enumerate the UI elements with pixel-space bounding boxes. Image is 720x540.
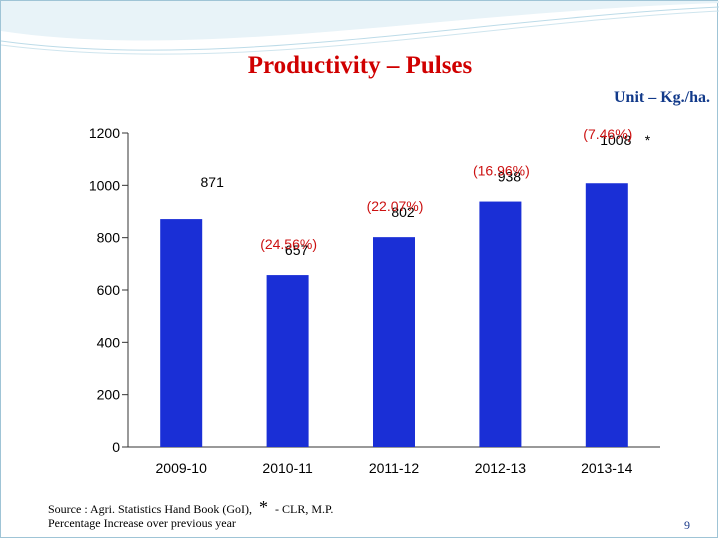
- percent-change-label: (22.07%): [367, 198, 424, 214]
- bar: [373, 237, 415, 447]
- percent-change-label: (24.56%): [260, 236, 317, 252]
- y-tick-label: 600: [97, 282, 121, 298]
- x-tick-label: 2009-10: [156, 460, 208, 476]
- data-label: 802: [391, 204, 415, 220]
- source-line: Source : Agri. Statistics Hand Book (GoI…: [48, 497, 333, 518]
- data-label: 1008: [600, 132, 631, 148]
- y-tick-label: 400: [97, 334, 121, 350]
- asterisk-symbol: *: [258, 497, 268, 517]
- y-tick-label: 200: [97, 387, 121, 403]
- x-tick-label: 2010-11: [262, 460, 313, 476]
- data-label: 938: [498, 169, 522, 185]
- bar: [266, 275, 309, 447]
- asterisk-marker: *: [645, 132, 651, 148]
- page-title: Productivity – Pulses: [247, 52, 473, 79]
- bar: [479, 201, 522, 447]
- source-text: Source : Agri. Statistics Hand Book (GoI…: [48, 502, 252, 516]
- y-tick-label: 1000: [89, 177, 120, 193]
- percentage-note: Percentage Increase over previous year: [48, 516, 236, 530]
- decorative-swoosh: [1, 1, 719, 55]
- clr-text: - CLR, M.P.: [274, 502, 334, 516]
- y-tick-label: 1200: [89, 125, 120, 141]
- y-tick-label: 0: [112, 439, 120, 455]
- x-tick-label: 2013-14: [581, 460, 633, 476]
- percent-change-label: (7.46%): [583, 126, 632, 142]
- unit-label: Unit – Kg./ha.: [613, 89, 710, 106]
- page-number: 9: [684, 518, 690, 532]
- bar: [585, 183, 628, 448]
- y-tick-label: 800: [97, 230, 121, 246]
- x-tick-label: 2012-13: [475, 460, 527, 476]
- data-label: 871: [201, 174, 225, 190]
- x-tick-label: 2011-12: [369, 460, 420, 476]
- data-label: 657: [285, 242, 309, 258]
- percent-change-label: (16.96%): [473, 163, 530, 179]
- bar: [160, 219, 203, 447]
